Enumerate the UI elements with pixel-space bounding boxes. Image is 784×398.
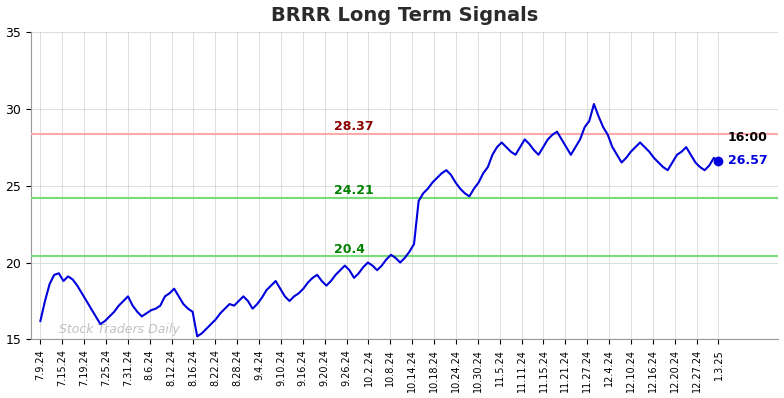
- Text: 20.4: 20.4: [334, 242, 365, 256]
- Text: 26.57: 26.57: [728, 154, 768, 168]
- Text: 16:00: 16:00: [728, 131, 768, 144]
- Text: 24.21: 24.21: [334, 184, 374, 197]
- Title: BRRR Long Term Signals: BRRR Long Term Signals: [271, 6, 539, 25]
- Text: 28.37: 28.37: [334, 120, 373, 133]
- Text: Stock Traders Daily: Stock Traders Daily: [59, 323, 180, 336]
